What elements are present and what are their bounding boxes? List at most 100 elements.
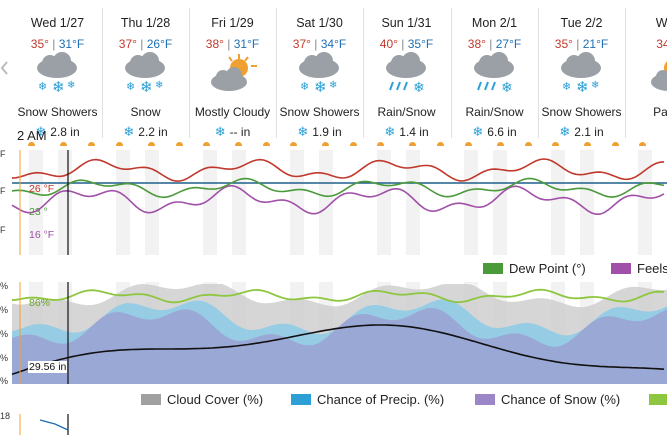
svg-text:❄: ❄	[501, 79, 513, 95]
humidity-swatch	[649, 394, 667, 405]
day-column[interactable]: Wed 34° | Partly	[625, 0, 667, 152]
temp-range: 38° | 31°F	[205, 37, 260, 51]
bottom-axis-tick: 18	[0, 411, 11, 421]
day-column[interactable]: Thu 1/28 37° | 26°F ❄ ❄ ❄ Snow ❄ 2.2 in	[102, 0, 189, 152]
snowflake-icon: ❄	[384, 124, 396, 139]
feels-like-swatch	[611, 263, 631, 274]
precip-axis-tick: %	[0, 281, 9, 291]
precip-total: ❄ 2.8 in	[14, 124, 101, 140]
precip-axis-tick: %	[0, 353, 9, 363]
daylight-marker	[552, 142, 559, 146]
precip-axis-tick: %	[0, 305, 9, 315]
precip-amount: 2.8 in	[50, 125, 80, 139]
legend-chance-of-snow[interactable]: Chance of Snow (%)	[475, 392, 620, 407]
precip-amount: 2.2 in	[138, 125, 168, 139]
temp-range: 35° | 31°F	[30, 37, 85, 51]
legend-chance-of-precip[interactable]: Chance of Precip. (%)	[291, 392, 444, 407]
high-temp: 40°	[379, 37, 398, 51]
svg-text:❄: ❄	[126, 81, 135, 93]
daylight-marker	[350, 142, 357, 146]
condition-label: Snow Showers	[17, 105, 98, 119]
cloud-cover-swatch	[141, 394, 161, 405]
day-column[interactable]: Wed 1/27 35° | 31°F ❄ ❄ ❄ Snow Showers ❄ 2.…	[14, 0, 101, 152]
day-separator	[189, 8, 190, 138]
snowflake-icon: ❄	[297, 124, 309, 139]
day-column[interactable]: Mon 2/1 38° | 27°F ❄ Rain/Snow ❄ 6.6 in	[451, 0, 538, 152]
snow-icon: ❄ ❄ ❄	[120, 52, 170, 96]
high-temp: 34°	[656, 37, 667, 51]
temp-range: 35° | 21°F	[554, 37, 609, 51]
condition-label: Mostly Cloudy	[194, 105, 271, 119]
legend-dew-point[interactable]: Dew Point (°)	[483, 261, 586, 276]
condition-label: Rain/Snow	[377, 105, 436, 119]
svg-text:❄: ❄	[67, 80, 75, 91]
low-temp: 31°F	[58, 37, 85, 51]
svg-text:❄: ❄	[314, 79, 327, 96]
bottom-chart-fragment	[19, 414, 69, 435]
day-label: Wed	[655, 16, 667, 30]
scroll-left-arrow-icon[interactable]	[0, 60, 8, 76]
legend-cloud-cover[interactable]: Cloud Cover (%)	[141, 392, 263, 407]
day-separator	[102, 8, 103, 138]
dew-point-line	[11, 177, 665, 199]
daylight-marker	[263, 142, 270, 146]
daylight-marker	[203, 142, 210, 146]
temp-range: 38° | 27°F	[467, 37, 522, 51]
partly-cloudy-icon	[643, 52, 667, 96]
daylight-marker	[639, 142, 646, 146]
precip-total: ❄ 2.2 in	[102, 124, 189, 140]
snowflake-icon: ❄	[214, 124, 226, 139]
day-column[interactable]: Tue 2/2 35° | 21°F ❄ ❄ ❄ Snow Showers ❄ 2.1…	[538, 0, 625, 152]
temp-range: 34° |	[625, 37, 667, 51]
precip-amount: 1.9 in	[312, 125, 342, 139]
daylight-marker	[584, 142, 591, 146]
day-column[interactable]: Sat 1/30 37° | 34°F ❄ ❄ ❄ Snow Showers ❄ 1.…	[276, 0, 363, 152]
daylight-marker	[437, 142, 444, 146]
daylight-marker	[28, 142, 35, 146]
chance-of-snow-area	[12, 307, 667, 384]
day-label: Thu 1/28	[120, 16, 171, 30]
day-label: Sat 1/30	[296, 16, 343, 30]
daylight-marker	[612, 142, 619, 146]
temperature-value-label: 26 °F	[29, 183, 55, 195]
daylight-marker	[235, 142, 242, 146]
day-column[interactable]: Fri 1/29 38° | 31°F Mostly Cloudy ❄ -- in	[189, 0, 276, 152]
svg-text:❄: ❄	[140, 79, 153, 96]
legend-humidity[interactable]	[649, 392, 667, 407]
low-temp: 34°F	[320, 37, 347, 51]
high-temp: 35°	[30, 37, 49, 51]
low-temp: 26°F	[146, 37, 173, 51]
day-separator	[625, 8, 626, 138]
pressure-line	[11, 324, 665, 376]
daylight-marker	[322, 142, 329, 146]
daylight-marker	[116, 142, 123, 146]
daylight-marker	[525, 142, 532, 146]
precip-axis-tick: %	[0, 329, 9, 339]
condition-label: Partly	[653, 105, 667, 119]
precip-total: ❄ 2.1 in	[538, 124, 625, 140]
temperature-chart	[11, 150, 667, 255]
daylight-marker	[465, 142, 472, 146]
condition-label: Rain/Snow	[465, 105, 524, 119]
snowflake-icon: ❄	[559, 124, 571, 139]
precipitation-chart	[11, 282, 667, 384]
high-temp: 38°	[467, 37, 486, 51]
day-separator	[451, 8, 452, 138]
precip-axis-tick: %	[0, 376, 9, 386]
svg-text:❄: ❄	[300, 81, 309, 93]
day-column[interactable]: Sun 1/31 40° | 35°F ❄ Rain/Snow ❄ 1.4 in	[363, 0, 450, 152]
svg-text:❄: ❄	[413, 79, 425, 95]
legend-feels-like[interactable]: Feels	[611, 261, 667, 276]
high-temp: 38°	[205, 37, 224, 51]
svg-text:❄: ❄	[52, 79, 65, 96]
snowflake-icon: ❄	[472, 124, 484, 139]
daylight-marker	[176, 142, 183, 146]
precip-total: ❄ -- in	[189, 124, 276, 140]
high-temp: 35°	[554, 37, 573, 51]
current-time-label: 2 AM	[17, 128, 47, 143]
low-temp: 27°F	[495, 37, 522, 51]
temp-range: 40° | 35°F	[379, 37, 434, 51]
svg-text:❄: ❄	[329, 80, 337, 91]
day-label: Tue 2/2	[560, 16, 603, 30]
chance-of-snow-swatch	[475, 394, 495, 405]
